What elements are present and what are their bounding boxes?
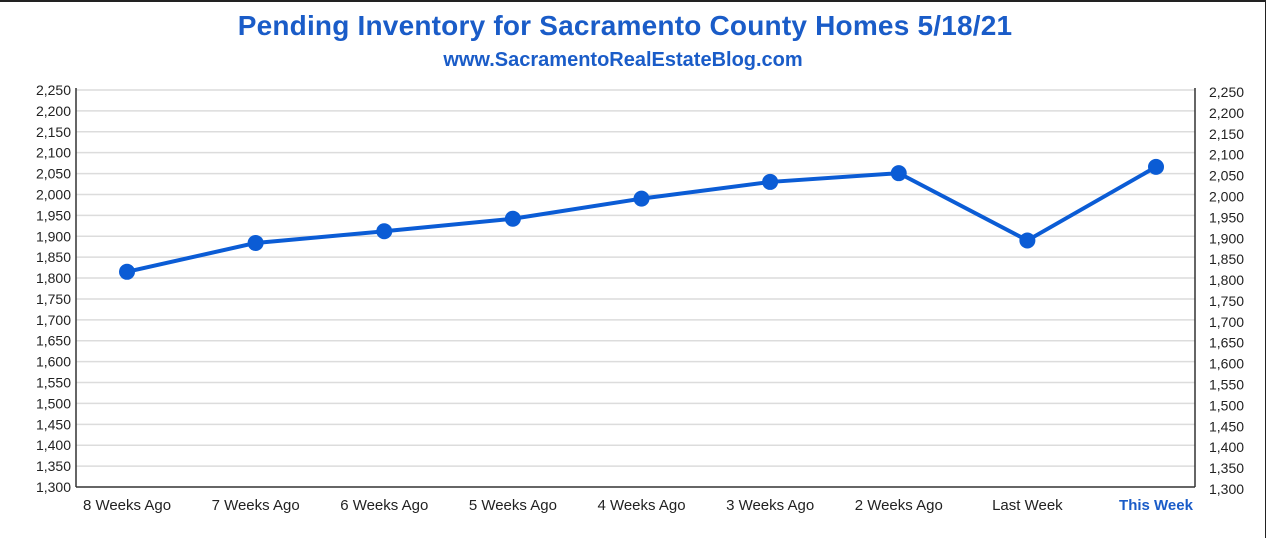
x-tick-label: 3 Weeks Ago <box>726 497 814 514</box>
y-tick-label-left: 1,550 <box>36 375 71 391</box>
y-tick-label-right: 2,100 <box>1209 147 1244 163</box>
y-tick-label-right: 1,800 <box>1209 272 1244 288</box>
x-tick-label: This Week <box>1119 497 1194 514</box>
x-tick-label: 6 Weeks Ago <box>340 497 428 514</box>
y-tick-label-right: 1,550 <box>1209 377 1244 393</box>
chart-subtitle: www.SacramentoRealEstateBlog.com <box>443 49 803 71</box>
x-tick-label: 2 Weeks Ago <box>855 497 943 514</box>
y-tick-label-left: 1,600 <box>36 354 71 370</box>
y-tick-label-left: 1,800 <box>36 270 71 286</box>
y-tick-label-left: 2,150 <box>36 124 71 140</box>
y-tick-label-right: 2,150 <box>1209 126 1244 142</box>
data-point <box>247 234 264 251</box>
y-tick-label-left: 2,200 <box>36 103 71 119</box>
y-tick-label-left: 1,450 <box>36 416 71 432</box>
x-tick-label: 5 Weeks Ago <box>469 497 557 514</box>
y-tick-label-right: 1,600 <box>1209 356 1244 372</box>
data-point <box>119 263 135 280</box>
y-tick-label-left: 2,100 <box>36 145 71 161</box>
y-tick-label-left: 1,500 <box>36 395 71 411</box>
data-point <box>633 190 650 207</box>
data-point <box>1148 158 1164 175</box>
series-line <box>125 164 1158 274</box>
y-tick-label-right: 1,450 <box>1209 418 1244 434</box>
y-tick-label-right: 1,350 <box>1209 460 1244 476</box>
y-tick-label-right: 2,200 <box>1209 105 1244 121</box>
y-tick-label-left: 1,700 <box>36 312 71 328</box>
y-tick-label-left: 1,750 <box>36 291 71 307</box>
y-tick-label-right: 1,900 <box>1209 230 1244 246</box>
y-tick-label-right: 1,850 <box>1209 251 1244 267</box>
x-tick-label: Last Week <box>992 497 1063 514</box>
y-tick-label-right: 1,750 <box>1209 293 1244 309</box>
y-tick-label-right: 2,250 <box>1209 84 1244 100</box>
y-tick-label-left: 2,250 <box>36 82 71 98</box>
x-tick-label: 7 Weeks Ago <box>212 497 300 514</box>
y-tick-label-left: 1,400 <box>36 437 71 453</box>
y-tick-label-left: 1,850 <box>36 249 71 265</box>
chart-title: Pending Inventory for Sacramento County … <box>237 10 1013 41</box>
y-tick-label-left: 1,350 <box>36 458 71 474</box>
data-point <box>504 210 521 227</box>
y-tick-label-left: 1,950 <box>36 207 71 223</box>
y-tick-label-left: 2,050 <box>36 166 71 182</box>
x-tick-label: 8 Weeks Ago <box>83 497 171 514</box>
y-tick-label-left: 1,300 <box>36 479 71 495</box>
y-tick-label-right: 1,650 <box>1209 335 1244 351</box>
y-tick-label-right: 1,950 <box>1209 209 1244 225</box>
y-tick-label-right: 1,400 <box>1209 439 1244 455</box>
y-tick-label-right: 2,050 <box>1209 168 1244 184</box>
x-tick-label: 4 Weeks Ago <box>597 497 685 514</box>
y-tick-label-right: 1,300 <box>1209 481 1244 497</box>
data-point <box>1019 232 1036 249</box>
y-tick-label-left: 1,650 <box>36 333 71 349</box>
y-tick-label-left: 1,900 <box>36 228 71 244</box>
y-tick-label-right: 1,700 <box>1209 314 1244 330</box>
data-point <box>762 173 779 190</box>
data-point <box>890 165 907 182</box>
y-tick-label-right: 2,000 <box>1209 188 1244 204</box>
y-tick-label-right: 1,500 <box>1209 397 1244 413</box>
y-tick-label-left: 2,000 <box>36 186 71 202</box>
data-point <box>376 223 393 240</box>
